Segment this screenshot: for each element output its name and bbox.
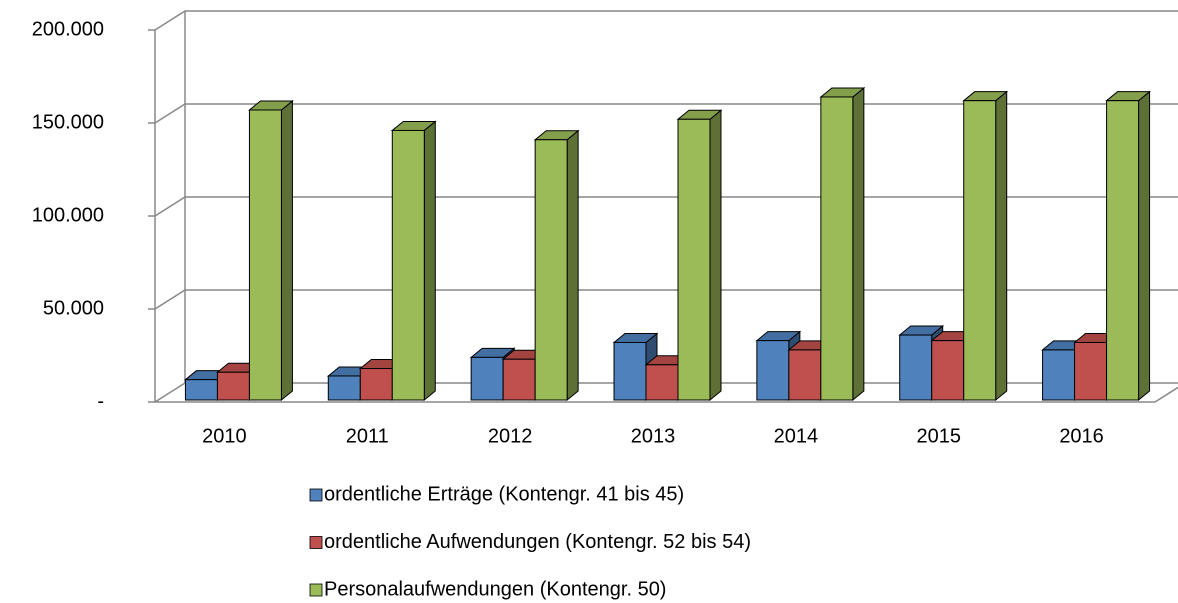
bar	[1042, 349, 1076, 401]
bar	[502, 358, 536, 401]
legend-label: Personalaufwendungen (Kontengr. 50)	[324, 578, 666, 600]
bar	[248, 109, 282, 401]
bar	[931, 340, 965, 401]
y-tick-label: 100.000	[32, 204, 104, 226]
bar	[216, 371, 250, 401]
bar	[1074, 341, 1108, 401]
y-tick-label: 150.000	[32, 111, 104, 133]
legend-label: ordentliche Aufwendungen (Kontengr. 52 b…	[324, 531, 751, 553]
bar	[470, 356, 504, 401]
bar	[756, 340, 790, 401]
bar	[899, 334, 933, 401]
grid-line	[154, 103, 1178, 124]
x-tick-label: 2014	[774, 425, 819, 447]
x-tick-label: 2013	[631, 425, 676, 447]
bar-side	[566, 129, 579, 402]
x-tick-label: 2012	[488, 425, 533, 447]
bar	[327, 375, 361, 401]
x-tick-label: 2011	[346, 425, 389, 447]
x-tick-label: 2015	[916, 425, 961, 447]
bar	[391, 129, 425, 401]
grid-line	[154, 289, 1178, 310]
floor-side	[1154, 386, 1178, 403]
x-tick-label: 2010	[202, 425, 247, 447]
bar-side	[423, 120, 436, 402]
bar	[677, 118, 711, 401]
bar	[184, 379, 218, 401]
bar-side	[280, 99, 293, 402]
y-tick-label: -	[97, 390, 104, 412]
bar-side	[709, 109, 722, 402]
legend-swatch	[309, 583, 323, 597]
bar	[613, 341, 647, 401]
grid-line	[154, 196, 1178, 217]
bar	[820, 96, 854, 401]
y-tick-label: 50.000	[43, 297, 104, 319]
bar-side	[852, 86, 865, 402]
x-tick-label: 2016	[1059, 425, 1104, 447]
bar	[1106, 100, 1140, 401]
bar	[359, 368, 393, 401]
legend-label: ordentliche Erträge (Kontengr. 41 bis 45…	[324, 483, 684, 505]
bar-side	[995, 90, 1008, 402]
y-tick-label: 200.000	[32, 18, 104, 40]
bar	[963, 100, 997, 401]
bar-side	[1138, 90, 1151, 402]
legend-swatch	[309, 536, 323, 549]
bar	[788, 349, 822, 401]
bar	[534, 139, 568, 401]
grid-line	[154, 10, 1178, 31]
bar	[645, 364, 679, 401]
legend-swatch	[309, 488, 323, 502]
